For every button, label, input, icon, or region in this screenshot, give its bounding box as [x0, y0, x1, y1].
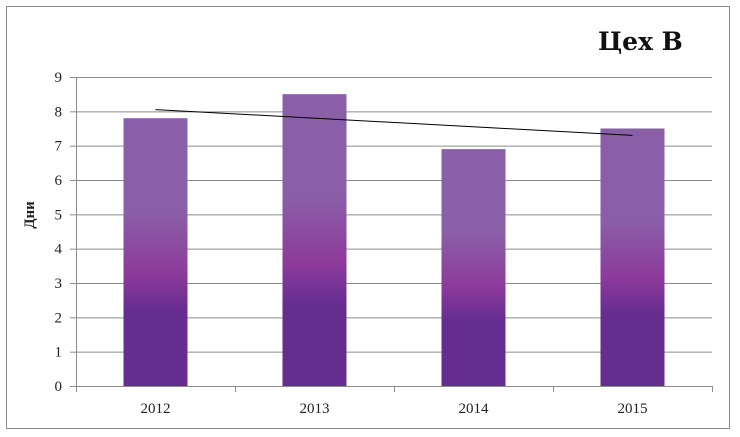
y-tick-label: 3	[55, 276, 63, 292]
bar-2014	[441, 149, 506, 386]
bar-2013	[282, 94, 347, 387]
y-tick-label: 2	[55, 310, 63, 326]
y-tick-label: 8	[55, 104, 63, 120]
y-tick-label: 4	[55, 242, 63, 258]
x-tick-label: 2015	[618, 401, 648, 417]
x-tick-label: 2013	[300, 401, 330, 417]
chart-title: Цех В	[598, 27, 683, 56]
bar-2015	[600, 128, 665, 386]
y-tick-label: 1	[55, 345, 63, 361]
x-tick-label: 2012	[141, 401, 171, 417]
trendline	[155, 109, 633, 136]
bars	[123, 94, 665, 387]
y-axis-label: Дни	[22, 201, 38, 229]
y-tick-label: 0	[55, 379, 63, 395]
y-tick-label: 6	[55, 173, 63, 189]
y-tick-label: 9	[55, 70, 63, 86]
trendline-group	[155, 109, 633, 136]
bar-2012	[123, 118, 188, 386]
y-tick-labels: 0 1 2 3 4 5 6 7 8 9	[55, 70, 63, 395]
x-tick-labels: 2012 2013 2014 2015	[141, 401, 648, 417]
x-tick-label: 2014	[459, 401, 490, 417]
y-tick-label: 5	[55, 207, 63, 223]
y-tick-label: 7	[55, 139, 63, 155]
